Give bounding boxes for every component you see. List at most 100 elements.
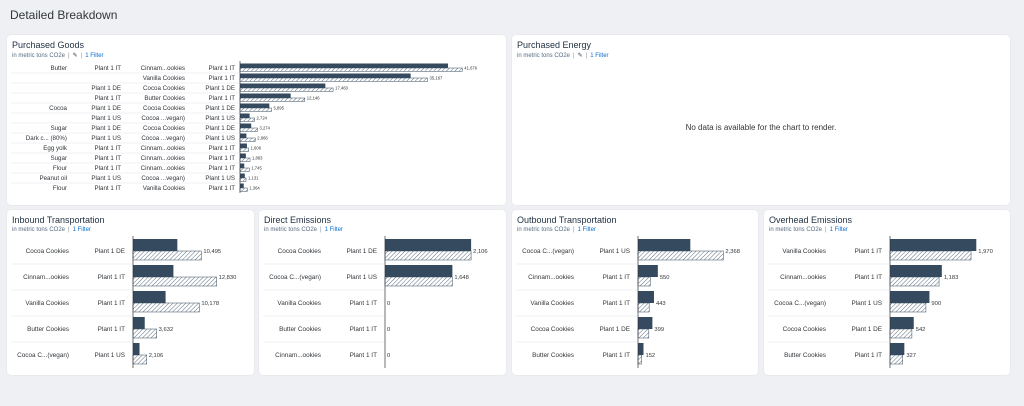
comparison-bar[interactable] — [239, 167, 250, 172]
dimension-label: Plant 1 US — [205, 115, 235, 122]
filter-link[interactable]: 1 Filter — [85, 53, 104, 59]
data-label: 2,368 — [725, 249, 740, 255]
data-label: 327 — [906, 353, 916, 359]
comparison-bar[interactable] — [132, 250, 202, 261]
dimension-label: Plant 1 IT — [95, 145, 122, 152]
actual-bar[interactable] — [240, 143, 247, 149]
comparison-bar[interactable] — [637, 276, 651, 287]
actual-bar[interactable] — [638, 265, 658, 277]
overhead-emissions-chart: Vanilla Cookies Plant 1 IT 1,970 Cinnam...o… — [768, 236, 993, 368]
edit-pencil-icon[interactable]: ✎ — [72, 53, 78, 59]
comparison-bar[interactable] — [132, 354, 147, 365]
actual-bar[interactable] — [240, 93, 291, 99]
outbound-transportation-chart: Cocoa C...(vegan) Plant 1 US 2,368 Cinnam..… — [516, 236, 740, 368]
dimension-label: Cocoa Cookies — [531, 326, 574, 333]
inbound-transportation-chart: Cocoa Cookies Plant 1 DE 10,495 Cinnam...oo… — [11, 236, 236, 368]
purchased-goods-card: Purchased Goods in metric tons CO2e | ✎ | 1 … — [7, 35, 506, 205]
comparison-bar[interactable] — [637, 354, 642, 365]
actual-bar[interactable] — [385, 265, 453, 277]
comparison-bar[interactable] — [239, 187, 248, 192]
actual-bar[interactable] — [240, 103, 270, 109]
comparison-bar[interactable] — [239, 137, 256, 142]
filter-link[interactable]: 1 Filter — [829, 227, 848, 233]
dimension-label: Plant 1 IT — [350, 300, 377, 307]
actual-bar[interactable] — [890, 265, 942, 277]
data-label: 41,676 — [464, 65, 477, 70]
data-label: 3,274 — [259, 125, 270, 130]
data-label: 1,745 — [251, 165, 262, 170]
unit-text: in metric tons CO2e — [769, 227, 823, 233]
comparison-bar[interactable] — [132, 328, 157, 339]
comparison-bar[interactable] — [889, 250, 972, 261]
actual-bar[interactable] — [890, 343, 905, 355]
actual-bar[interactable] — [133, 291, 166, 303]
comparison-bar[interactable] — [132, 302, 200, 313]
actual-bar[interactable] — [638, 239, 691, 251]
comparison-bar[interactable] — [239, 107, 272, 112]
actual-bar[interactable] — [133, 317, 145, 329]
comparison-bar[interactable] — [889, 328, 913, 339]
actual-bar[interactable] — [240, 83, 326, 89]
comparison-bar[interactable] — [239, 87, 334, 92]
dimension-label: Plant 1 IT — [350, 352, 377, 359]
actual-bar[interactable] — [133, 343, 140, 355]
actual-bar[interactable] — [240, 173, 245, 179]
actual-bar[interactable] — [890, 291, 930, 303]
separator: | — [825, 227, 827, 233]
comparison-bar[interactable] — [239, 147, 249, 152]
actual-bar[interactable] — [890, 317, 914, 329]
actual-bar[interactable] — [240, 183, 244, 189]
actual-bar[interactable] — [638, 317, 653, 329]
filter-link[interactable]: 1 Filter — [324, 227, 343, 233]
dimension-label: Plant 1 IT — [855, 248, 882, 255]
dimension-label: Vanilla Cookies — [143, 75, 185, 82]
actual-bar[interactable] — [133, 265, 174, 277]
dimension-label: Flour — [53, 165, 67, 172]
actual-bar[interactable] — [240, 123, 252, 129]
filter-link[interactable]: 1 Filter — [72, 227, 91, 233]
comparison-bar[interactable] — [889, 354, 903, 365]
comparison-bar[interactable] — [889, 276, 940, 287]
actual-bar[interactable] — [638, 343, 644, 355]
separator: | — [80, 53, 83, 59]
dimension-label: Plant 1 IT — [209, 155, 236, 162]
comparison-bar[interactable] — [239, 77, 428, 82]
actual-bar[interactable] — [890, 239, 977, 251]
actual-bar[interactable] — [240, 153, 246, 159]
actual-bar[interactable] — [385, 239, 472, 251]
actual-bar[interactable] — [240, 113, 250, 119]
comparison-bar[interactable] — [637, 328, 650, 339]
filter-link[interactable]: 1 Filter — [590, 53, 609, 59]
dimension-label: Plant 1 IT — [95, 155, 122, 162]
dimension-label: Cinnam...ookies — [141, 165, 185, 172]
actual-bar[interactable] — [240, 63, 448, 69]
comparison-bar[interactable] — [239, 97, 306, 102]
comparison-bar[interactable] — [239, 157, 251, 162]
actual-bar[interactable] — [240, 133, 247, 139]
dimension-label: Plant 1 IT — [95, 95, 122, 102]
actual-bar[interactable] — [240, 163, 245, 169]
comparison-bar[interactable] — [239, 117, 255, 122]
data-label: 1,131 — [248, 175, 259, 180]
actual-bar[interactable] — [133, 239, 178, 251]
dimension-label: Plant 1 IT — [209, 75, 236, 82]
actual-bar[interactable] — [638, 291, 654, 303]
comparison-bar[interactable] — [384, 276, 453, 287]
edit-pencil-icon[interactable]: ✎ — [577, 53, 583, 59]
comparison-bar[interactable] — [239, 127, 258, 132]
comparison-bar[interactable] — [132, 276, 217, 287]
actual-bar[interactable] — [240, 73, 411, 79]
comparison-bar[interactable] — [889, 302, 927, 313]
dimension-label: Cocoa Cookies — [143, 125, 185, 132]
comparison-bar[interactable] — [239, 67, 463, 72]
comparison-bar[interactable] — [239, 177, 247, 182]
comparison-bar[interactable] — [637, 250, 724, 261]
data-label: 152 — [645, 353, 655, 359]
filter-link[interactable]: 1 Filter — [577, 227, 596, 233]
dimension-label: Cinnam...ookies — [141, 155, 185, 162]
comparison-bar[interactable] — [637, 302, 650, 313]
dimension-label: Plant 1 US — [91, 135, 121, 142]
data-label: 1,183 — [944, 275, 959, 281]
dimension-label: Vanilla Cookies — [530, 300, 574, 307]
comparison-bar[interactable] — [384, 250, 472, 261]
